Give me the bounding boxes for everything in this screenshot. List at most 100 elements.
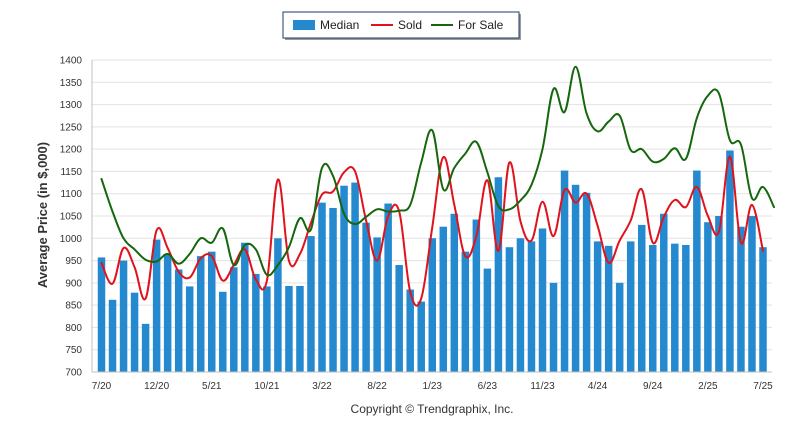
y-tick-label: 900: [65, 278, 82, 289]
x-tick-label: 1/23: [423, 381, 443, 392]
x-tick-label: 11/23: [530, 381, 555, 392]
copyright-text: Copyright © Trendgraphix, Inc.: [351, 402, 514, 416]
legend-label-sold: Sold: [398, 18, 422, 32]
median-bars: [97, 150, 767, 372]
median-bar: [527, 241, 536, 372]
median-bar: [108, 299, 117, 372]
x-tick-label: 5/21: [202, 381, 222, 392]
y-tick-label: 1200: [60, 145, 83, 156]
median-bar: [230, 267, 238, 372]
median-bar: [505, 247, 514, 372]
median-bar: [450, 213, 459, 372]
median-bar: [119, 260, 128, 372]
median-bar: [252, 273, 260, 372]
legend-label-median: Median: [320, 18, 359, 32]
for-sale-line: [100, 65, 775, 277]
x-tick-label: 10/21: [254, 381, 279, 392]
x-tick-label: 8/22: [367, 381, 387, 392]
median-bar: [682, 244, 690, 372]
y-tick-label: 1150: [60, 167, 82, 178]
legend-box: [282, 11, 520, 39]
median-bar: [604, 245, 613, 372]
y-tick-label: 1250: [60, 122, 83, 133]
median-bar: [208, 251, 216, 372]
median-bar: [174, 269, 183, 372]
x-tick-label: 2/25: [698, 381, 718, 392]
y-axis-title: Average Price (in $,000): [35, 142, 50, 288]
median-bar: [163, 253, 172, 372]
median-bar: [152, 239, 161, 372]
y-tick-label: 750: [65, 345, 82, 356]
y-tick-label: 1050: [60, 212, 83, 223]
median-bar: [693, 170, 701, 372]
y-tick-label: 800: [65, 323, 82, 334]
median-bar: [428, 238, 436, 372]
median-bar: [307, 236, 315, 372]
median-bar: [97, 257, 106, 372]
median-bar: [329, 207, 337, 372]
y-tick-label: 700: [65, 368, 82, 379]
median-bar: [582, 192, 591, 372]
y-tick-label: 1100: [60, 189, 82, 200]
median-bar: [704, 222, 712, 372]
median-bar: [637, 224, 646, 372]
median-bar: [185, 286, 194, 372]
x-tick-label: 3/22: [312, 381, 332, 392]
median-bar: [649, 244, 657, 372]
median-bar: [494, 177, 503, 372]
y-tick-label: 1300: [60, 100, 83, 111]
median-bar: [472, 219, 481, 372]
median-bar: [406, 289, 414, 372]
y-tick-label: 1000: [60, 234, 83, 245]
median-bar: [340, 185, 348, 372]
median-bar: [351, 182, 359, 372]
x-tick-label: 6/23: [478, 381, 498, 392]
median-bar: [274, 238, 282, 372]
median-bar: [296, 285, 304, 372]
median-bar: [626, 241, 635, 372]
median-bar: [461, 251, 470, 372]
median-bar: [373, 237, 381, 372]
median-bar: [737, 226, 745, 372]
median-bar: [439, 226, 448, 372]
median-bar: [318, 202, 326, 372]
median-bar: [560, 170, 569, 372]
median-bar: [362, 222, 370, 372]
median-bar: [759, 247, 767, 372]
trend-lines: [100, 65, 775, 307]
median-bar: [671, 243, 679, 372]
median-bar: [715, 216, 723, 372]
median-bar: [417, 301, 425, 372]
median-bar: [141, 323, 150, 372]
median-bar: [615, 282, 624, 372]
y-tick-label: 950: [65, 256, 82, 267]
legend-label-for-sale: For Sale: [458, 18, 504, 32]
legend: Median Sold For Sale: [282, 11, 521, 40]
x-tick-label: 7/20: [92, 381, 112, 392]
median-bar: [660, 213, 668, 372]
median-bar: [384, 203, 392, 372]
median-bar: [549, 282, 558, 372]
legend-swatch-median: [293, 20, 315, 30]
median-bar: [285, 285, 293, 372]
median-bar: [593, 241, 602, 372]
median-bar: [196, 256, 205, 372]
x-tick-label: 7/25: [753, 381, 773, 392]
median-bar: [395, 265, 403, 372]
median-bar: [516, 238, 525, 372]
median-bar: [538, 228, 547, 372]
median-bar: [571, 184, 580, 372]
median-bar: [130, 292, 139, 372]
y-tick-label: 1400: [60, 56, 83, 67]
y-tick-label: 1350: [60, 78, 83, 89]
x-tick-label: 12/20: [144, 381, 169, 392]
axes: 700 750 800 850 900 950 1000 1050 1100 1150 1200 12…: [60, 56, 773, 393]
y-tick-label: 850: [65, 301, 82, 312]
median-bar: [219, 291, 227, 372]
median-bar: [483, 268, 492, 372]
sold-line: [100, 155, 764, 307]
median-bar: [263, 286, 271, 372]
median-bar: [748, 216, 756, 372]
